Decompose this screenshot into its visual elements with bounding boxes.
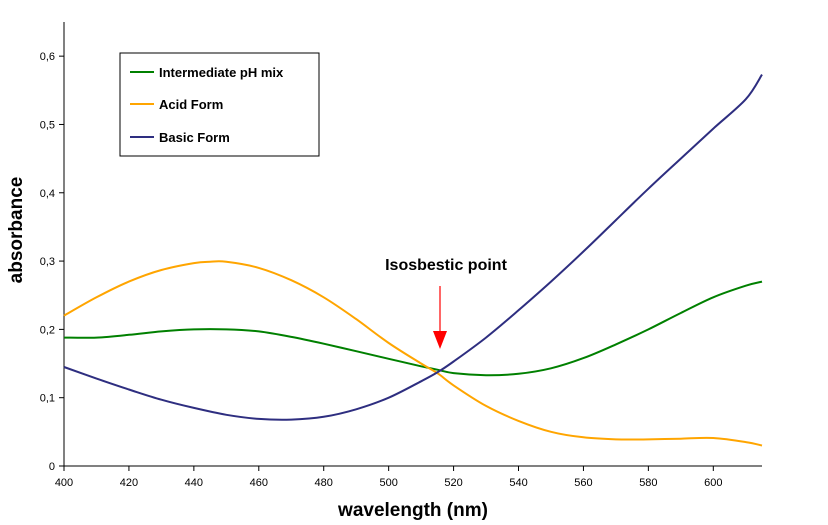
y-tick-label: 0,3 (40, 256, 55, 268)
y-tick-label: 0,1 (40, 393, 55, 405)
x-tick-label: 540 (509, 477, 527, 489)
annotation-arrow-head (433, 331, 447, 349)
x-tick-label: 500 (379, 477, 397, 489)
legend: Intermediate pH mix Acid Form Basic Form (119, 52, 320, 157)
x-tick-label: 520 (444, 477, 462, 489)
x-axis-ticks: 400 420 440 460 480 500 520 540 560 580 600 (55, 466, 722, 489)
y-tick-label: 0 (49, 461, 55, 473)
legend-label-basic: Basic Form (159, 130, 230, 145)
x-tick-label: 560 (574, 477, 592, 489)
x-tick-label: 420 (120, 477, 138, 489)
x-tick-label: 580 (639, 477, 657, 489)
plot-area (63, 22, 762, 467)
x-tick-label: 460 (250, 477, 268, 489)
series-layer (63, 74, 763, 447)
y-axis-ticks: 0 0,1 0,2 0,3 0,4 0,5 0,6 (40, 51, 64, 473)
x-tick-label: 480 (315, 477, 333, 489)
y-tick-label: 0,6 (40, 51, 55, 63)
y-tick-label: 0,2 (40, 324, 55, 336)
legend-label-intermediate: Intermediate pH mix (159, 65, 284, 80)
series-line-basic (63, 74, 763, 421)
y-tick-label: 0,4 (40, 188, 55, 200)
y-axis-title: absorbance (6, 177, 27, 284)
x-axis-title: wavelength (nm) (337, 500, 488, 521)
x-tick-label: 400 (55, 477, 73, 489)
x-tick-label: 440 (185, 477, 203, 489)
isosbestic-annotation: Isosbestic point (385, 257, 508, 349)
series-line-acid (63, 260, 763, 447)
annotation-label: Isosbestic point (385, 257, 507, 274)
y-tick-label: 0,5 (40, 119, 55, 131)
x-tick-label: 600 (704, 477, 722, 489)
series-line-intermediate (63, 280, 763, 377)
legend-label-acid: Acid Form (159, 97, 223, 112)
